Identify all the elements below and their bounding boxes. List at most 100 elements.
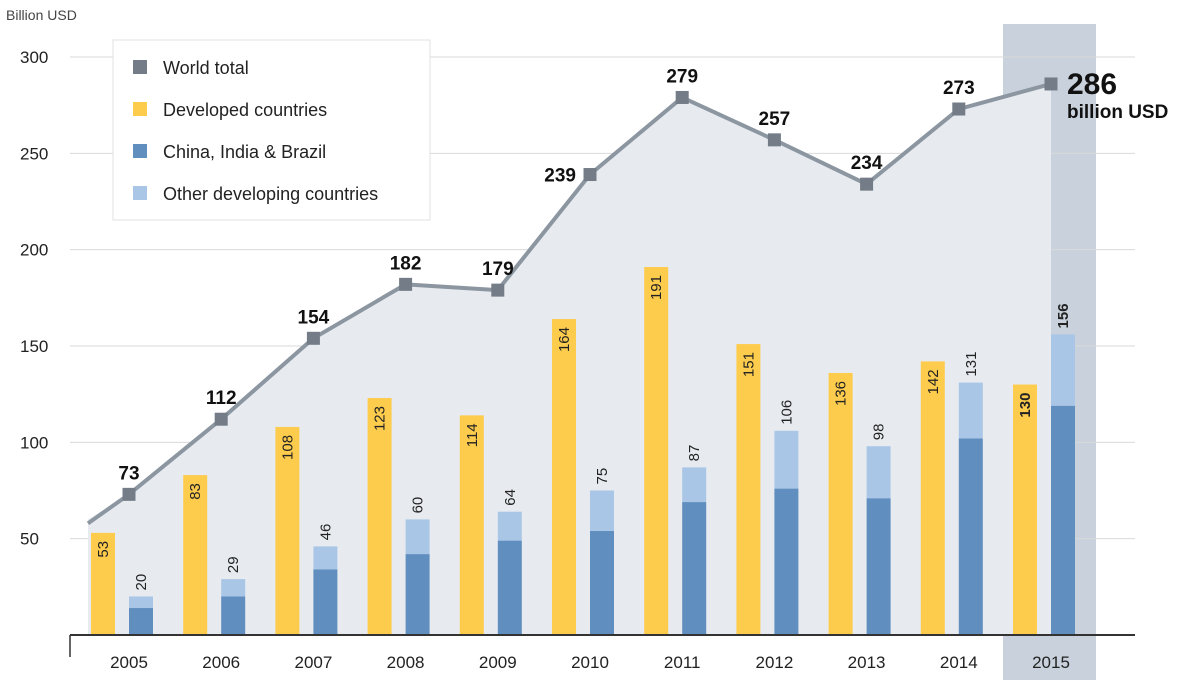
y-tick-label: 250 (20, 144, 48, 163)
marker-world-total-2009 (491, 283, 505, 297)
bar-china-india-brazil-2007 (313, 569, 338, 635)
x-tick-label-2007: 2007 (294, 653, 332, 672)
label-developed-2014: 142 (925, 369, 942, 394)
marker-world-total-2006 (214, 412, 228, 426)
label-developed-2015: 130 (1017, 393, 1034, 418)
legend-label-developed: Developed countries (163, 100, 327, 120)
bars (91, 267, 1075, 635)
label-developing-total-2015: 156 (1055, 303, 1072, 328)
bar-developed-2014 (920, 361, 945, 635)
bar-developed-2007 (275, 426, 300, 635)
y-ticks: 50 100 150 200 250 300 (20, 48, 48, 549)
y-tick-label: 200 (20, 241, 48, 260)
marker-world-total-2010 (583, 168, 597, 182)
marker-world-total-2013 (860, 177, 874, 191)
x-tick-label-2009: 2009 (479, 653, 517, 672)
label-developing-total-2012: 106 (778, 400, 795, 425)
bar-other-developing-2009 (497, 511, 522, 541)
label-world-total-2013: 234 (851, 153, 883, 174)
legend-label-china-india-brazil: China, India & Brazil (163, 142, 326, 162)
label-world-total-2006: 112 (206, 388, 237, 409)
label-world-total-2009: 179 (482, 259, 514, 280)
bar-other-developing-2007 (313, 546, 338, 570)
callout-value: 286 (1067, 68, 1117, 101)
bar-labels: 53 20 83 29 108 46 123 60 114 64 164 75 191 87 151 106 1… (95, 275, 1072, 590)
bar-developed-2006 (183, 475, 208, 635)
label-world-total-2005: 73 (118, 463, 139, 484)
x-tick-label-2008: 2008 (387, 653, 425, 672)
legend-label-other-developing: Other developing countries (163, 184, 378, 204)
callout-unit: billion USD (1067, 102, 1168, 123)
label-developed-2012: 151 (740, 352, 757, 377)
bar-china-india-brazil-2011 (682, 502, 707, 635)
legend-swatch-china-india-brazil (133, 144, 147, 158)
marker-world-total-2015 (1044, 77, 1058, 91)
legend-swatch-other-developing (133, 186, 147, 200)
bar-china-india-brazil-2012 (774, 488, 799, 635)
label-developing-total-2005: 20 (133, 574, 150, 591)
bar-other-developing-2013 (866, 446, 891, 499)
bar-china-india-brazil-2015 (1051, 405, 1075, 635)
bar-china-india-brazil-2010 (590, 530, 614, 635)
y-tick-label: 150 (20, 337, 48, 356)
label-developing-total-2006: 29 (225, 556, 242, 573)
world-total-line (86, 82, 1052, 526)
x-tick-label-2006: 2006 (202, 653, 240, 672)
bar-other-developing-2010 (590, 490, 614, 531)
bar-other-developing-2011 (682, 467, 707, 503)
bar-developed-2010 (552, 319, 576, 635)
bar-china-india-brazil-2006 (221, 596, 246, 635)
x-tick-label-2015: 2015 (1032, 653, 1070, 672)
bar-other-developing-2005 (129, 596, 153, 609)
x-tick-label-2014: 2014 (940, 653, 978, 672)
label-developing-total-2007: 46 (317, 524, 334, 541)
bar-developed-2012 (736, 344, 761, 635)
bar-developed-2011 (644, 267, 669, 635)
label-developing-total-2014: 131 (963, 352, 980, 377)
bar-other-developing-2012 (774, 430, 799, 489)
label-developed-2011: 191 (648, 275, 665, 300)
label-developed-2009: 114 (464, 423, 481, 447)
unit-label: Billion USD (6, 7, 77, 23)
label-developed-2007: 108 (279, 435, 296, 460)
bar-china-india-brazil-2014 (958, 438, 983, 635)
x-tick-label-2005: 2005 (110, 653, 148, 672)
bar-other-developing-2015 (1051, 334, 1075, 406)
label-developing-total-2008: 60 (410, 497, 427, 514)
label-world-total-2010: 239 (544, 166, 576, 187)
label-world-total-2007: 154 (298, 307, 330, 328)
label-developed-2008: 123 (372, 406, 389, 431)
label-developed-2005: 53 (95, 541, 112, 558)
x-tick-label-2010: 2010 (571, 653, 609, 672)
label-developing-total-2010: 75 (594, 468, 611, 485)
label-developing-total-2009: 64 (502, 489, 519, 506)
bar-developed-2008 (367, 398, 392, 635)
world-total-labels: 73 112 154 182 179 239 279 257 234 273 (118, 66, 974, 484)
legend-swatch-developed (133, 102, 147, 116)
label-developed-2006: 83 (187, 483, 204, 500)
legend-label-world-total: World total (163, 58, 249, 78)
marker-world-total-2011 (675, 90, 689, 104)
bar-developed-2015 (1013, 384, 1037, 635)
marker-world-total-2005 (122, 487, 136, 501)
y-tick-label: 50 (20, 530, 39, 549)
bar-other-developing-2006 (221, 579, 246, 597)
legend-swatch-world-total (133, 60, 147, 74)
bar-developed-2005 (91, 532, 115, 635)
y-tick-label: 100 (20, 433, 48, 452)
label-world-total-2014: 273 (943, 78, 975, 99)
label-developing-total-2013: 98 (871, 423, 888, 440)
label-world-total-2011: 279 (666, 66, 698, 87)
marker-world-total-2007 (306, 331, 320, 345)
bar-other-developing-2014 (958, 382, 983, 439)
x-tick-label-2011: 2011 (664, 653, 701, 672)
bar-developed-2013 (828, 372, 853, 635)
bar-developed-2009 (459, 415, 484, 635)
label-world-total-2012: 257 (759, 109, 791, 130)
label-developed-2010: 164 (556, 327, 573, 352)
label-world-total-2008: 182 (390, 253, 422, 274)
bar-china-india-brazil-2008 (405, 554, 430, 635)
x-tick-label-2013: 2013 (848, 653, 886, 672)
